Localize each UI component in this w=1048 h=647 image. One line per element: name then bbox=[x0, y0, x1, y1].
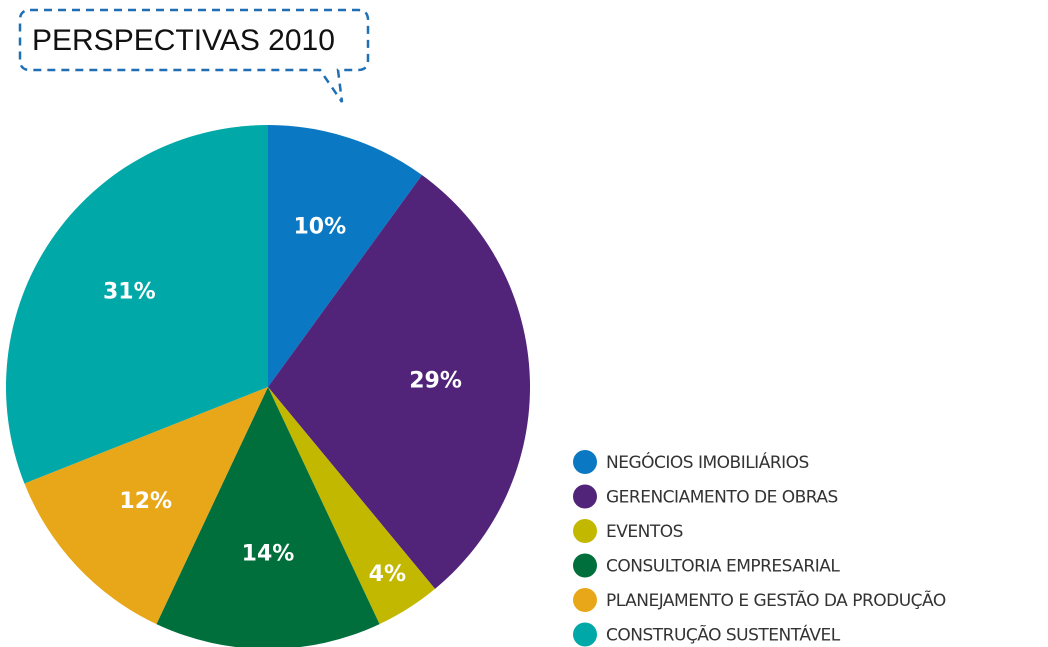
legend-swatch bbox=[573, 588, 597, 612]
pie-slice bbox=[268, 125, 422, 387]
pie-slice bbox=[268, 387, 436, 625]
legend-label: PLANEJAMENTO E GESTÃO DA PRODUÇÃO bbox=[606, 589, 946, 611]
legend-label: CONSTRUÇÃO SUSTENTÁVEL bbox=[606, 624, 841, 646]
value-label: 4% bbox=[369, 562, 406, 587]
value-label: 14% bbox=[242, 542, 295, 567]
pie-slice bbox=[156, 387, 380, 647]
legend-swatch bbox=[573, 622, 597, 647]
legend-label: GERENCIAMENTO DE OBRAS bbox=[606, 488, 838, 508]
value-label: 31% bbox=[103, 280, 156, 305]
legend-label: CONSULTORIA EMPRESARIAL bbox=[606, 557, 840, 577]
pie-slice bbox=[6, 125, 269, 484]
legend-label: NEGÓCIOS IMOBILIÁRIOS bbox=[606, 451, 809, 473]
value-label: 12% bbox=[119, 489, 172, 514]
pie-slice bbox=[24, 387, 269, 625]
legend-swatch bbox=[573, 519, 597, 543]
chart-title: PERSPECTIVAS 2010 bbox=[32, 24, 335, 57]
legend-swatch bbox=[573, 484, 597, 509]
legend-label: EVENTOS bbox=[606, 522, 683, 542]
value-label: 10% bbox=[293, 215, 346, 240]
value-label: 29% bbox=[409, 369, 462, 394]
legend-swatch bbox=[573, 450, 597, 474]
pie-slice bbox=[268, 175, 531, 589]
title-bubble bbox=[18, 8, 370, 103]
legend-swatch bbox=[573, 553, 597, 578]
